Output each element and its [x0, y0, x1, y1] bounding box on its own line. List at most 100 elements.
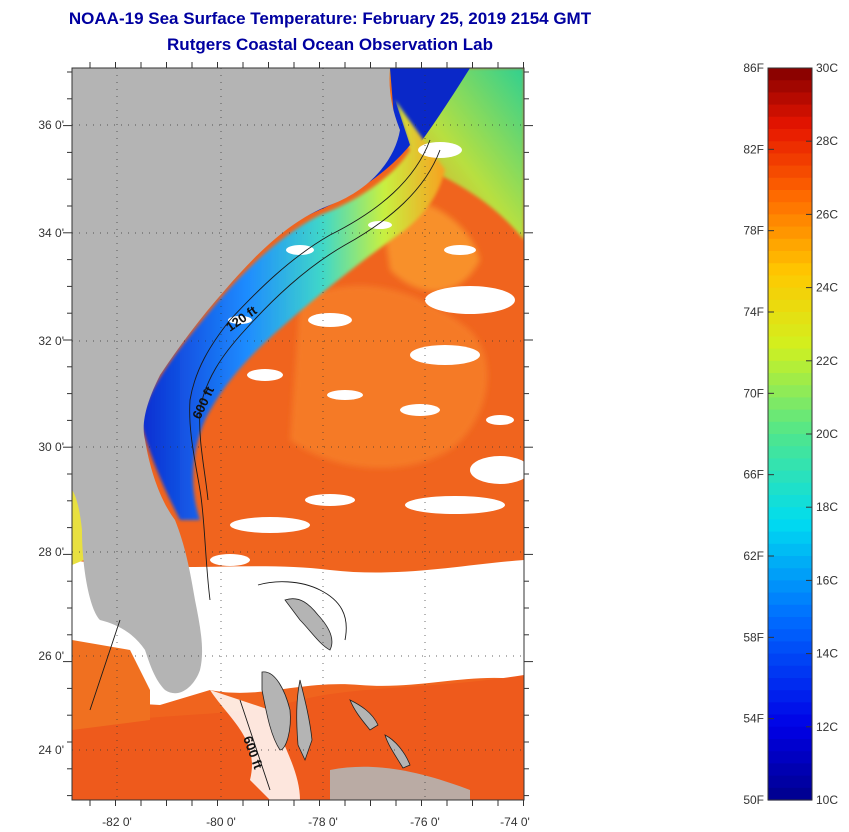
- colorbar-band: [768, 763, 812, 777]
- lon-label: -78 0': [308, 815, 338, 829]
- lon-label: -74 0': [500, 815, 530, 829]
- celsius-label: 20C: [816, 427, 838, 441]
- colorbar-band: [768, 80, 812, 93]
- colorbar-band: [768, 751, 812, 764]
- colorbar-band: [768, 336, 812, 350]
- celsius-label: 30C: [816, 61, 838, 75]
- ocean-texture: [290, 285, 488, 469]
- colorbar-band: [768, 641, 812, 655]
- colorbar-band: [768, 714, 812, 728]
- colorbar-band: [768, 116, 812, 130]
- colorbar-band: [768, 141, 812, 154]
- colorbar-band: [768, 556, 812, 569]
- colorbar-band: [768, 263, 812, 276]
- fahrenheit-label: 70F: [743, 386, 764, 400]
- colorbar-band: [768, 531, 812, 545]
- bahamas-islands: [261, 598, 411, 769]
- celsius-label: 22C: [816, 354, 838, 368]
- celsius-label: 26C: [816, 207, 838, 221]
- colorbar-band: [768, 543, 812, 557]
- colorbar-band: [768, 519, 812, 533]
- colorbar-band: [768, 238, 812, 252]
- colorbar-ticks: [768, 67, 812, 801]
- lat-label: 30 0': [38, 440, 64, 454]
- fahrenheit-label: 50F: [743, 793, 764, 807]
- colorbar-band: [768, 507, 812, 520]
- colorbar-band: [768, 592, 812, 606]
- colorbar-band: [768, 739, 812, 752]
- grid-lines: [72, 68, 524, 800]
- colorbar-band: [768, 678, 812, 691]
- fahrenheit-label: 82F: [743, 142, 764, 156]
- colorbar-band: [768, 629, 812, 642]
- lat-label: 26 0': [38, 649, 64, 663]
- colorbar-band: [768, 434, 812, 447]
- fahrenheit-label: 86F: [743, 61, 764, 75]
- colorbar-band: [768, 385, 812, 398]
- colorbar-band: [768, 177, 812, 191]
- colorbar-band: [768, 653, 812, 667]
- colorbar-band: [768, 104, 812, 118]
- celsius-label: 28C: [816, 134, 838, 148]
- colorbar-band: [768, 702, 812, 716]
- map-title: NOAA-19 Sea Surface Temperature: Februar…: [68, 9, 592, 28]
- celsius-labels: 30C 28C 26C 24C 22C 20C 18C 16C 14C 12C …: [816, 61, 838, 807]
- celsius-label: 14C: [816, 647, 838, 661]
- colorbar-bands: [768, 68, 812, 801]
- colorbar-band: [768, 580, 812, 594]
- lat-label: 28 0': [38, 545, 64, 559]
- colorbar-band: [768, 690, 812, 703]
- lon-label: -82 0': [102, 815, 132, 829]
- colorbar-band: [768, 665, 812, 679]
- latitude-labels: 36 0' 34 0' 32 0' 30 0' 28 0' 26 0' 24 0…: [38, 118, 64, 757]
- colorbar-band: [768, 373, 812, 386]
- map-frame: [71, 67, 525, 801]
- lat-label: 34 0': [38, 226, 64, 240]
- colorbar-band: [768, 214, 812, 228]
- colorbar-band: [768, 92, 812, 106]
- fahrenheit-labels: 86F 82F 78F 74F 70F 66F 62F 58F 54F 50F: [743, 61, 764, 807]
- map-subtitle: Rutgers Coastal Ocean Observation Lab: [167, 35, 493, 54]
- land-mainland: [72, 68, 400, 694]
- colorbar-band: [768, 299, 812, 313]
- coastal-cold-band: [140, 100, 445, 520]
- celsius-label: 10C: [816, 793, 838, 807]
- colorbar-band: [768, 68, 812, 81]
- colorbar-band: [768, 409, 812, 423]
- colorbar-band: [768, 202, 812, 215]
- axis-ticks: [63, 62, 533, 806]
- colorbar-band: [768, 470, 812, 484]
- longitude-labels: -82 0' -80 0' -78 0' -76 0' -74 0': [102, 815, 530, 829]
- colorbar-band: [768, 397, 812, 411]
- colorbar-band: [768, 324, 812, 337]
- colorbar-band: [768, 775, 812, 789]
- colorbar-band: [768, 495, 812, 508]
- colorbar-band: [768, 421, 812, 435]
- colorbar-band: [768, 446, 812, 459]
- fahrenheit-label: 74F: [743, 305, 764, 319]
- colorbar-band: [768, 251, 812, 264]
- colorbar-band: [768, 348, 812, 362]
- colorbar-band: [768, 360, 812, 374]
- colorbar-band: [768, 165, 812, 179]
- colorbar-band: [768, 787, 812, 801]
- lat-label: 32 0': [38, 334, 64, 348]
- colorbar-band: [768, 617, 812, 630]
- colorbar-band: [768, 604, 812, 618]
- celsius-label: 18C: [816, 500, 838, 514]
- lat-label: 24 0': [38, 743, 64, 757]
- colorbar-band: [768, 287, 812, 301]
- colorbar-band: [768, 226, 812, 240]
- lon-label: -76 0': [410, 815, 440, 829]
- colorbar-band: [768, 726, 812, 740]
- celsius-label: 12C: [816, 720, 838, 734]
- colorbar-band: [768, 275, 812, 289]
- colorbar-band: [768, 482, 812, 496]
- celsius-label: 16C: [816, 573, 838, 587]
- fahrenheit-label: 54F: [743, 712, 764, 726]
- celsius-label: 24C: [816, 281, 838, 295]
- fahrenheit-label: 58F: [743, 630, 764, 644]
- colorbar-band: [768, 153, 812, 167]
